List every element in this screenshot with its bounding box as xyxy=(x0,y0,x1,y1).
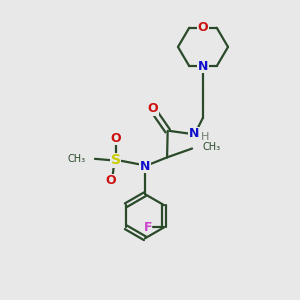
Text: O: O xyxy=(110,132,121,145)
Text: N: N xyxy=(189,127,200,140)
Text: CH₃: CH₃ xyxy=(202,142,220,152)
Text: CH₃: CH₃ xyxy=(68,154,86,164)
Text: O: O xyxy=(148,102,158,115)
Text: N: N xyxy=(198,60,208,73)
Text: S: S xyxy=(110,153,121,167)
Text: O: O xyxy=(106,174,116,188)
Text: F: F xyxy=(144,221,152,234)
Text: N: N xyxy=(140,160,150,173)
Text: H: H xyxy=(201,132,209,142)
Text: O: O xyxy=(198,21,208,34)
